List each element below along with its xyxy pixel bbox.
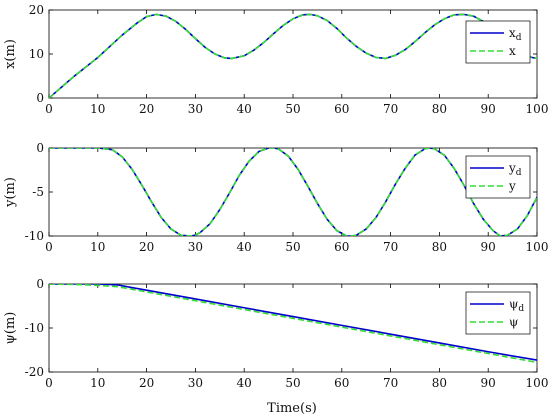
plot-frame	[48, 9, 538, 99]
x-tick-label: 70	[383, 240, 398, 254]
x-tick-label: 60	[334, 240, 349, 254]
x-tick-label: 50	[285, 240, 300, 254]
y-tick-label: 10	[29, 47, 44, 61]
time-axis-label: Time(s)	[267, 401, 317, 416]
x-tick-label: 100	[526, 240, 549, 254]
y-tick-label: 0	[36, 277, 44, 291]
x-tick-label: 90	[481, 240, 496, 254]
legend-entry-subscript: d	[516, 168, 522, 178]
legend-box	[465, 155, 531, 199]
y-axis-label: x(m)	[3, 39, 18, 69]
y-tick-label: -10	[25, 321, 44, 335]
desired-series-line	[49, 284, 537, 361]
x-tick-label: 20	[139, 240, 154, 254]
x-tick-label: 40	[237, 240, 252, 254]
legend-entry-label: x	[509, 44, 516, 58]
x-tick-label: 80	[432, 376, 447, 390]
x-tick-label: 50	[285, 102, 300, 116]
x-tick-label: 60	[334, 376, 349, 390]
x-tick-label: 30	[188, 102, 203, 116]
legend-entry-subscript: d	[516, 33, 522, 43]
x-tick-label: 20	[139, 102, 154, 116]
y-tick-label: -5	[32, 185, 44, 199]
desired-series-line	[49, 13, 537, 98]
legend-box	[465, 20, 531, 64]
x-tick-label: 10	[90, 102, 105, 116]
y-tick-label: 0	[36, 141, 44, 155]
x-tick-label: 10	[90, 240, 105, 254]
x-tick-label: 70	[383, 376, 398, 390]
plot-frame	[48, 283, 538, 373]
x-tick-label: 20	[139, 376, 154, 390]
legend-entry-label: y	[508, 179, 516, 193]
y-axis-label: y(m)	[3, 177, 18, 208]
legend-entry-subscript: d	[518, 304, 524, 314]
x-tick-label: 100	[526, 376, 549, 390]
x-tick-label: 80	[432, 240, 447, 254]
x-tick-label: 60	[334, 102, 349, 116]
x-tick-label: 10	[90, 376, 105, 390]
x-tick-label: 30	[188, 240, 203, 254]
actual-series-line	[49, 13, 537, 98]
x-tick-label: 90	[481, 376, 496, 390]
actual-series-line	[49, 284, 537, 364]
y-axis-label: ψ(m)	[3, 312, 18, 345]
legend-box	[465, 291, 531, 335]
x-tick-label: 0	[45, 376, 53, 390]
y-tick-label: 20	[29, 3, 44, 17]
actual-series-line	[49, 148, 537, 236]
x-tick-label: 40	[237, 376, 252, 390]
x-tick-label: 40	[237, 102, 252, 116]
y-tick-label: 0	[36, 91, 44, 105]
x-tick-label: 0	[45, 240, 53, 254]
legend-entry-label: ψ	[509, 315, 518, 329]
y-tick-label: -10	[25, 229, 44, 243]
x-tick-label: 50	[285, 376, 300, 390]
x-tick-label: 100	[526, 102, 549, 116]
x-tick-label: 70	[383, 102, 398, 116]
x-tick-label: 90	[481, 102, 496, 116]
y-tick-label: -20	[25, 365, 44, 379]
x-tick-label: 80	[432, 102, 447, 116]
x-tick-label: 30	[188, 376, 203, 390]
x-tick-label: 0	[45, 102, 53, 116]
